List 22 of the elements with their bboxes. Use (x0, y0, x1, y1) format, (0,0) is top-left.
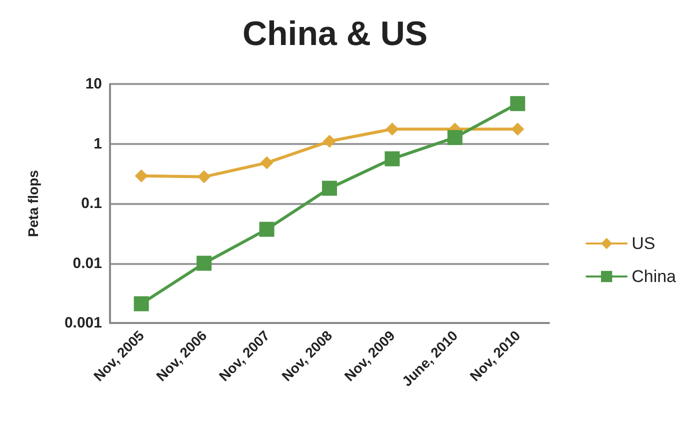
point (198, 170, 211, 184)
y-tick-label: 0.001 (64, 314, 102, 332)
y-axis-title: Peta flops (25, 170, 41, 237)
legend-label: China (632, 267, 677, 286)
point (323, 134, 336, 148)
point (322, 180, 337, 196)
y-tick-label: 1 (94, 135, 102, 152)
chart-title: China & US (242, 15, 428, 53)
y-tick-label: 10 (85, 76, 102, 92)
point (134, 296, 149, 312)
legend-label: US (632, 234, 656, 253)
point (386, 122, 399, 136)
point (259, 222, 274, 237)
point (510, 96, 526, 112)
point (196, 256, 212, 271)
point (260, 156, 274, 170)
point (384, 151, 400, 166)
y-tick-label: 0.1 (81, 195, 102, 212)
point (134, 169, 148, 182)
y-tick-label: 0.01 (72, 254, 102, 272)
point (511, 122, 524, 136)
point (447, 130, 462, 146)
